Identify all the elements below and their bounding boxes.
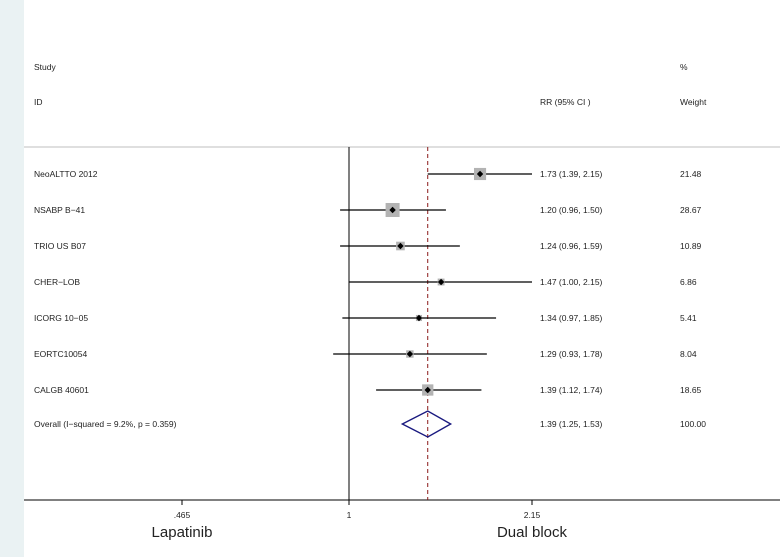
study-point-estimate [437, 278, 445, 286]
study-weight: 18.65 [680, 385, 702, 395]
study-weight: 8.04 [680, 349, 697, 359]
left-direction-label: Lapatinib [152, 524, 213, 541]
study-name: CHER−LOB [34, 277, 80, 287]
right-direction-label: Dual block [497, 524, 568, 541]
study-weight: 6.86 [680, 277, 697, 287]
x-tick-label: .465 [174, 510, 191, 520]
overall-ci-text: 1.39 (1.25, 1.53) [540, 419, 603, 429]
header-study: Study [34, 62, 56, 72]
study-ci-text: 1.29 (0.93, 1.78) [540, 349, 603, 359]
study-point-estimate [424, 386, 431, 394]
header-weight-percent: % [680, 62, 688, 72]
overall-diamond [400, 410, 453, 438]
overall-weight: 100.00 [680, 419, 706, 429]
study-name: EORTC10054 [34, 349, 88, 359]
study-name: NeoALTTO 2012 [34, 169, 98, 179]
study-point-estimate [406, 350, 414, 358]
study-weight: 28.67 [680, 205, 702, 215]
study-ci-text: 1.47 (1.00, 2.15) [540, 277, 603, 287]
study-ci-text: 1.73 (1.39, 2.15) [540, 169, 603, 179]
forest-plot: Study ID RR (95% CI )% Weight NeoALTTO 2012 1… [24, 0, 780, 557]
x-tick-label: 2.15 [524, 510, 541, 520]
study-weight: 10.89 [680, 241, 702, 251]
x-tick-label: 1 [347, 510, 352, 520]
study-name: TRIO US B07 [34, 241, 86, 251]
study-point-estimate [415, 314, 423, 322]
header-weight: Weight [680, 97, 707, 107]
header-rr: RR (95% CI ) [540, 97, 591, 107]
study-ci-text: 1.20 (0.96, 1.50) [540, 205, 603, 215]
header-id: ID [34, 97, 43, 107]
forest-plot-svg: Study ID RR (95% CI )% Weight NeoALTTO 2012 1… [24, 62, 780, 541]
study-name: NSABP B−41 [34, 205, 85, 215]
study-point-estimate [389, 206, 396, 214]
overall-label: Overall (I−squared = 9.2%, p = 0.359) [34, 419, 177, 429]
study-ci-text: 1.24 (0.96, 1.59) [540, 241, 603, 251]
study-name: ICORG 10−05 [34, 313, 88, 323]
study-ci-text: 1.39 (1.12, 1.74) [540, 385, 603, 395]
study-name: CALGB 40601 [34, 385, 89, 395]
study-weight: 5.41 [680, 313, 697, 323]
study-point-estimate [476, 170, 484, 178]
study-weight: 21.48 [680, 169, 702, 179]
study-ci-text: 1.34 (0.97, 1.85) [540, 313, 603, 323]
study-point-estimate [397, 242, 404, 250]
